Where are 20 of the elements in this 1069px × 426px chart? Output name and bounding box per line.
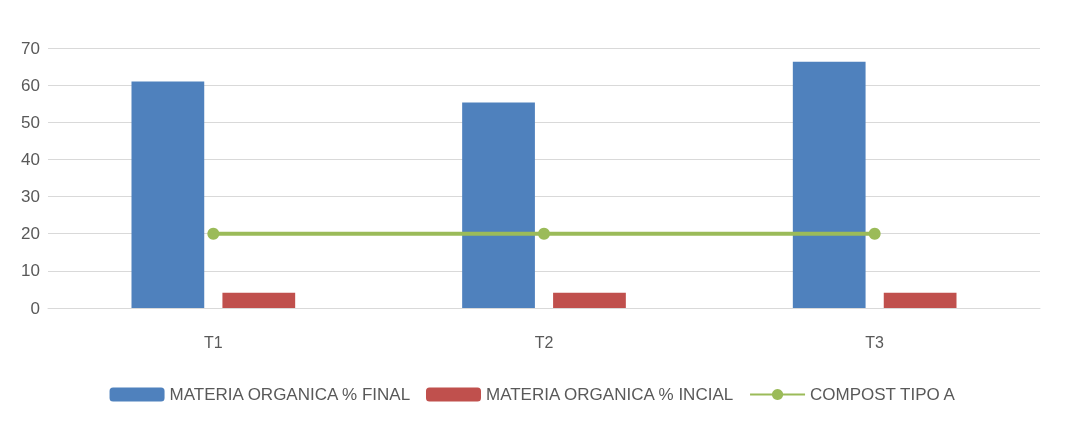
bar: [131, 81, 205, 308]
y-tick-label: 30: [21, 187, 40, 207]
y-tick-label: 70: [21, 38, 40, 58]
y-tick-label: 60: [21, 75, 40, 95]
y-tick-label: 20: [21, 224, 40, 244]
legend-label: MATERIA ORGANICA % INCIAL: [485, 385, 734, 404]
bar: [792, 61, 866, 308]
x-tick-label: T3: [865, 333, 885, 351]
y-tick-label: 40: [21, 149, 40, 169]
bar: [883, 292, 957, 308]
bar: [553, 292, 626, 308]
bar: [222, 292, 296, 308]
y-tick-label: 50: [21, 112, 40, 132]
legend-label: MATERIA ORGANICA % FINAL: [169, 385, 411, 404]
x-tick-label: T2: [534, 333, 554, 351]
legend-label: COMPOST TIPO A: [810, 385, 956, 404]
x-tick-label: T1: [204, 333, 223, 351]
bar: [462, 102, 535, 308]
y-tick-label: 0: [30, 298, 40, 318]
y-tick-label: 10: [21, 261, 40, 281]
